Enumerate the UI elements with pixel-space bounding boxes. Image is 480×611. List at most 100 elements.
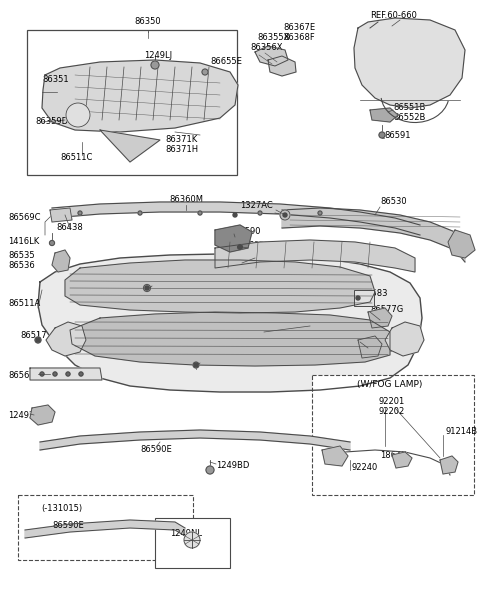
- Circle shape: [78, 211, 82, 215]
- Polygon shape: [370, 108, 398, 122]
- Polygon shape: [50, 208, 72, 222]
- Polygon shape: [38, 254, 422, 392]
- Polygon shape: [40, 430, 350, 450]
- Text: 86555D: 86555D: [152, 291, 185, 301]
- Text: (W/FOG LAMP): (W/FOG LAMP): [357, 381, 423, 389]
- Text: 86569C: 86569C: [8, 213, 40, 222]
- Text: 1416LK: 1416LK: [8, 236, 39, 246]
- Circle shape: [233, 213, 237, 217]
- Polygon shape: [255, 46, 288, 66]
- Circle shape: [49, 241, 55, 246]
- Text: 86438: 86438: [56, 224, 83, 233]
- Circle shape: [280, 210, 290, 220]
- Text: 86350: 86350: [135, 18, 161, 26]
- Polygon shape: [30, 368, 102, 380]
- Polygon shape: [448, 230, 475, 258]
- Text: 86371H: 86371H: [165, 145, 198, 155]
- Text: 86551B: 86551B: [393, 103, 425, 111]
- Polygon shape: [358, 336, 382, 358]
- Text: 92202: 92202: [379, 408, 405, 417]
- Text: 86371K: 86371K: [165, 136, 197, 144]
- Text: 86523B: 86523B: [360, 335, 393, 345]
- Polygon shape: [368, 308, 392, 328]
- Polygon shape: [65, 260, 375, 313]
- Polygon shape: [268, 56, 296, 76]
- Text: 92201: 92201: [379, 398, 405, 406]
- Circle shape: [66, 103, 90, 127]
- Circle shape: [206, 466, 214, 474]
- Circle shape: [318, 211, 322, 215]
- Text: 86351: 86351: [42, 76, 69, 84]
- Text: 1125GB: 1125GB: [152, 280, 185, 290]
- Text: 1327AC: 1327AC: [240, 202, 273, 211]
- Circle shape: [238, 245, 242, 249]
- Text: 86536: 86536: [8, 260, 35, 269]
- Text: 86580C: 86580C: [242, 255, 275, 265]
- FancyBboxPatch shape: [27, 30, 237, 175]
- Polygon shape: [322, 446, 348, 466]
- FancyBboxPatch shape: [18, 495, 193, 560]
- Polygon shape: [52, 250, 70, 272]
- Text: 18647: 18647: [380, 452, 407, 461]
- Text: 86511A: 86511A: [8, 299, 40, 309]
- Text: 86560J: 86560J: [8, 370, 37, 379]
- Bar: [354, 290, 374, 306]
- Text: 86524C: 86524C: [360, 345, 392, 354]
- Text: 91214B: 91214B: [445, 428, 477, 436]
- Circle shape: [36, 338, 40, 342]
- Text: 1249BD: 1249BD: [216, 461, 250, 470]
- Text: 86356X: 86356X: [250, 43, 283, 51]
- Text: 86512C: 86512C: [264, 326, 296, 334]
- Text: 1249NL: 1249NL: [170, 529, 202, 538]
- Polygon shape: [52, 202, 420, 235]
- Circle shape: [238, 244, 242, 249]
- Circle shape: [184, 532, 200, 548]
- FancyBboxPatch shape: [312, 375, 474, 495]
- Circle shape: [151, 61, 159, 69]
- Text: 12492: 12492: [8, 411, 34, 420]
- Circle shape: [53, 372, 57, 376]
- Text: 86590E: 86590E: [140, 445, 172, 455]
- Circle shape: [356, 296, 360, 300]
- Text: 86552B: 86552B: [393, 112, 425, 122]
- FancyBboxPatch shape: [155, 518, 230, 568]
- Polygon shape: [70, 312, 390, 366]
- Polygon shape: [46, 322, 86, 356]
- Text: 86530: 86530: [380, 197, 407, 207]
- Text: (-131015): (-131015): [41, 503, 83, 513]
- Text: 86590: 86590: [234, 227, 261, 236]
- Polygon shape: [42, 60, 238, 132]
- Text: 86590E: 86590E: [52, 521, 84, 530]
- Text: 86511C: 86511C: [60, 153, 92, 163]
- Circle shape: [79, 372, 83, 376]
- Circle shape: [198, 211, 202, 215]
- Circle shape: [40, 372, 44, 376]
- Polygon shape: [25, 520, 185, 538]
- Text: 86593A: 86593A: [248, 241, 280, 249]
- Circle shape: [193, 362, 199, 368]
- Polygon shape: [392, 452, 412, 468]
- Text: 86591: 86591: [384, 131, 410, 139]
- Circle shape: [138, 211, 142, 215]
- Text: 86355X: 86355X: [257, 32, 289, 42]
- Circle shape: [194, 363, 198, 367]
- Polygon shape: [282, 208, 465, 262]
- Text: 86368F: 86368F: [283, 32, 315, 42]
- Circle shape: [202, 69, 208, 75]
- Text: X86583: X86583: [356, 288, 388, 298]
- Circle shape: [283, 213, 287, 217]
- Circle shape: [258, 211, 262, 215]
- Polygon shape: [354, 18, 465, 108]
- Text: 86367E: 86367E: [283, 23, 315, 32]
- Text: 86535: 86535: [8, 251, 35, 260]
- Text: 1249LJ: 1249LJ: [144, 51, 172, 59]
- Circle shape: [35, 337, 41, 343]
- Polygon shape: [30, 405, 55, 425]
- Text: REF.60-660: REF.60-660: [370, 10, 417, 20]
- Text: 86655E: 86655E: [210, 57, 242, 67]
- Text: 86359D: 86359D: [35, 117, 68, 126]
- Circle shape: [66, 372, 70, 376]
- Polygon shape: [440, 456, 458, 474]
- Circle shape: [379, 132, 385, 138]
- Circle shape: [144, 285, 151, 291]
